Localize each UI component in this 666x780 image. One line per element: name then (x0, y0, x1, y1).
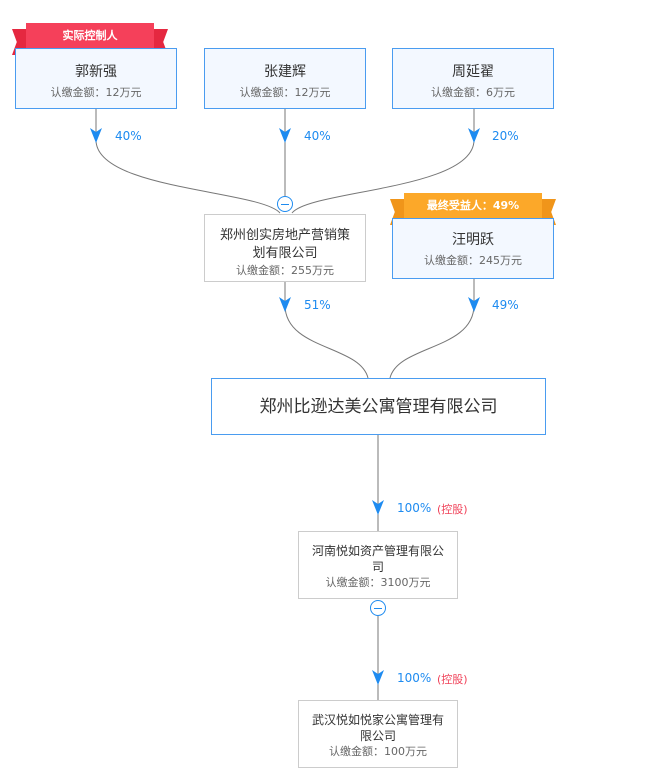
share-percent: 20% (492, 129, 519, 143)
shareholder-node[interactable]: 郭新强 认缴金额：12万元 (15, 48, 177, 109)
shareholder-name: 周延翟 (452, 64, 494, 80)
shareholder-name: 张建辉 (264, 64, 306, 80)
share-percent: 40% (115, 129, 142, 143)
control-label: (控股) (437, 503, 468, 516)
actual-controller-badge: 实际控制人 (26, 23, 154, 49)
subscribed-amount: 认缴金额：12万元 (50, 86, 142, 99)
share-percent: 100% (397, 501, 432, 515)
beneficiary-node[interactable]: 汪明跃 认缴金额：245万元 (392, 218, 554, 279)
share-percent: 40% (304, 129, 331, 143)
arrow-icon (279, 128, 291, 143)
intermediate-company-node[interactable]: 郑州创实房地产营销策划有限公司 认缴金额：255万元 (204, 214, 366, 282)
subscribed-amount: 认缴金额：255万元 (236, 264, 334, 277)
arrow-icon (90, 128, 102, 143)
company-name: 河南悦如资产管理有限公司 (311, 544, 444, 574)
arrow-icon (372, 670, 384, 685)
arrow-icon (468, 297, 480, 312)
control-label: (控股) (437, 673, 468, 686)
share-percent: 100% (397, 671, 432, 685)
arrow-icon (279, 297, 291, 312)
company-name: 武汉悦如悦家公寓管理有限公司 (311, 713, 444, 743)
share-percent: 49% (492, 298, 519, 312)
beneficiary-badge: 最终受益人：49% (404, 193, 542, 219)
subsidiary-node[interactable]: 武汉悦如悦家公寓管理有限公司 认缴金额：100万元 (298, 700, 458, 768)
subscribed-amount: 认缴金额：100万元 (329, 745, 427, 758)
shareholder-node[interactable]: 张建辉 认缴金额：12万元 (204, 48, 366, 109)
arrow-icon (468, 128, 480, 143)
company-name: 郑州创实房地产营销策划有限公司 (219, 228, 350, 261)
arrow-icon (372, 500, 384, 515)
subscribed-amount: 认缴金额：6万元 (431, 86, 515, 99)
subsidiary-node[interactable]: 河南悦如资产管理有限公司 认缴金额：3100万元 (298, 531, 458, 599)
subscribed-amount: 认缴金额：12万元 (239, 86, 331, 99)
shareholder-name: 汪明跃 (452, 232, 494, 248)
subscribed-amount: 认缴金额：245万元 (424, 254, 522, 267)
shareholder-name: 郭新强 (75, 64, 117, 80)
subscribed-amount: 认缴金额：3100万元 (325, 576, 431, 589)
shareholder-node[interactable]: 周延翟 认缴金额：6万元 (392, 48, 554, 109)
target-company-name: 郑州比逊达美公寓管理有限公司 (259, 397, 498, 417)
collapse-toggle-icon[interactable] (277, 196, 293, 212)
target-company-node[interactable]: 郑州比逊达美公寓管理有限公司 (211, 378, 546, 435)
share-percent: 51% (304, 298, 331, 312)
collapse-toggle-icon[interactable] (370, 600, 386, 616)
